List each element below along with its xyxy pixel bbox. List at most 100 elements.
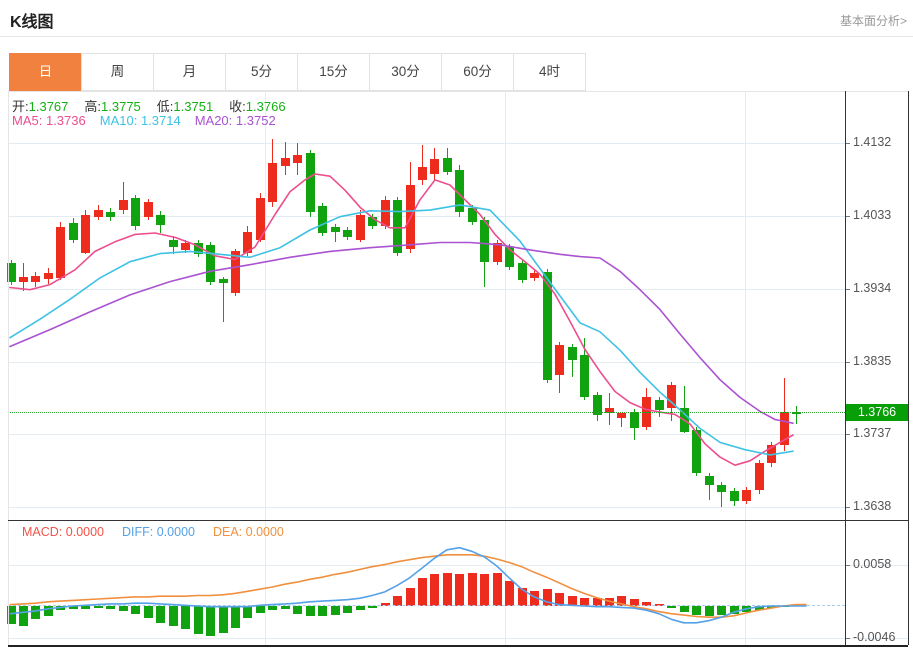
- tab-5分[interactable]: 5分: [225, 53, 298, 91]
- plot-right-border: [845, 91, 846, 645]
- candle-body: [792, 412, 801, 415]
- macd-bar: [692, 606, 702, 616]
- macd-bar: [218, 606, 228, 633]
- macd-readout: MACD: 0.0000 DIFF: 0.0000 DEA: 0.0000: [22, 525, 284, 539]
- macd-bar: [56, 606, 66, 611]
- candle-wick: [422, 145, 423, 185]
- ma-readout: MA5: 1.3736 MA10: 1.3714 MA20: 1.3752: [12, 113, 276, 128]
- axis-tick: [845, 507, 850, 509]
- tab-月[interactable]: 月: [153, 53, 226, 91]
- tab-日[interactable]: 日: [9, 53, 82, 91]
- macd-bar: [542, 589, 552, 606]
- macd-bar: [255, 606, 265, 613]
- axis-tick: [845, 434, 850, 436]
- macd-bar: [43, 606, 53, 616]
- candle-body: [492, 242, 502, 263]
- macd-bar: [530, 591, 540, 606]
- macd-label: MACD:: [22, 525, 63, 539]
- axis-tick-label: 1.3934: [853, 281, 892, 295]
- candle-body: [293, 154, 303, 163]
- candle-body: [530, 272, 540, 278]
- candle-body: [343, 230, 353, 238]
- candle-body: [418, 166, 427, 180]
- macd-bar: [779, 606, 789, 607]
- candle-body: [754, 463, 764, 491]
- macd-bar: [268, 606, 278, 611]
- macd-bar: [19, 606, 28, 626]
- candle-body: [393, 199, 402, 253]
- candle-body: [168, 239, 178, 247]
- candle-body: [56, 227, 66, 278]
- candle-body: [555, 345, 565, 376]
- macd-bar: [368, 606, 378, 609]
- tab-60分[interactable]: 60分: [441, 53, 514, 91]
- candle-body: [118, 199, 128, 211]
- open-value: 1.3767: [28, 99, 69, 114]
- axis-tick: [845, 216, 850, 217]
- ma20-label: MA20:: [194, 113, 233, 128]
- current-price-tag: 1.3766: [846, 404, 908, 421]
- macd-bar: [405, 587, 415, 607]
- panel-separator: [8, 520, 908, 521]
- macd-bar: [729, 606, 739, 614]
- candle-body: [6, 262, 16, 282]
- candle-body: [280, 157, 290, 167]
- macd-bar: [305, 606, 315, 616]
- diff-label: DIFF:: [122, 525, 154, 539]
- macd-bar: [418, 577, 427, 606]
- axis-tick-label: 1.3737: [853, 426, 892, 441]
- candle-body: [81, 214, 91, 253]
- macd-axis-tick-label: -0.0046: [853, 630, 896, 645]
- candle-body: [654, 399, 664, 410]
- macd-bar: [168, 606, 178, 626]
- macd-bar: [106, 606, 116, 609]
- fundamental-analysis-link[interactable]: 基本面分析>: [839, 14, 907, 28]
- h-gridline: [8, 289, 845, 290]
- macd-value: 0.0000: [65, 525, 104, 539]
- macd-bar: [230, 606, 240, 628]
- tab-周[interactable]: 周: [81, 53, 154, 91]
- macd-bar: [667, 606, 677, 609]
- candle-body: [617, 412, 627, 419]
- ohlc-readout: 开:1.3767 高:1.3775 低:1.3751 收:1.3766: [12, 96, 286, 115]
- h-gridline: [8, 434, 845, 436]
- tab-15分[interactable]: 15分: [297, 53, 370, 91]
- macd-bar: [206, 606, 215, 637]
- h-gridline: [8, 143, 845, 144]
- v-gridline: [265, 91, 266, 645]
- candle-body: [255, 197, 265, 240]
- axis-tick-label: 1.4132: [853, 135, 892, 149]
- chart-area[interactable]: 开:1.3767 高:1.3775 低:1.3751 收:1.3766 MA5:…: [0, 91, 913, 651]
- tab-30分[interactable]: 30分: [369, 53, 442, 91]
- candle-body: [580, 355, 589, 397]
- macd-bar: [505, 580, 515, 606]
- macd-bar: [181, 606, 191, 630]
- macd-bar: [93, 606, 103, 609]
- candle-body: [430, 159, 440, 174]
- macd-zero-line: [8, 605, 845, 606]
- macd-bar: [492, 573, 502, 606]
- macd-bar: [330, 606, 340, 616]
- candle-body: [206, 244, 215, 283]
- macd-bar: [742, 606, 752, 613]
- macd-bar: [156, 606, 166, 623]
- macd-bar: [480, 573, 490, 606]
- candle-body: [692, 429, 702, 474]
- candle-body: [230, 251, 240, 293]
- candle-body: [517, 262, 527, 280]
- close-label: 收:: [229, 99, 246, 114]
- macd-bar: [430, 573, 440, 606]
- tab-4时[interactable]: 4时: [513, 53, 586, 91]
- macd-bar: [81, 606, 91, 609]
- macd-bar: [293, 606, 303, 614]
- ma10-value: 1.3714: [140, 113, 181, 128]
- macd-bar: [280, 606, 290, 609]
- macd-bar: [193, 606, 203, 635]
- low-value: 1.3751: [173, 99, 214, 114]
- macd-bar: [754, 606, 764, 611]
- candle-body: [704, 476, 714, 486]
- low-label: 低:: [156, 99, 174, 114]
- candle-body: [268, 162, 278, 202]
- candle-body: [355, 214, 365, 240]
